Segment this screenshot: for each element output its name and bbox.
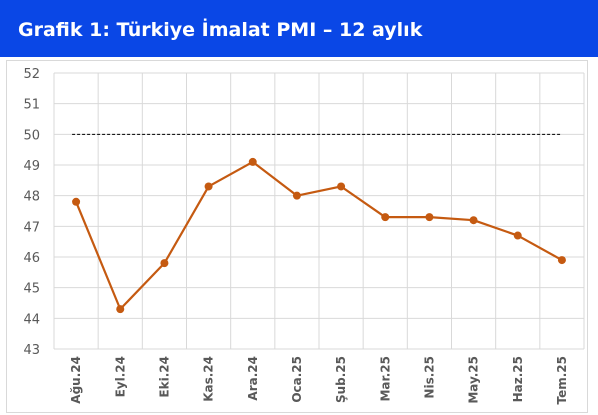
data-point bbox=[513, 231, 522, 240]
y-tick-label: 49 bbox=[23, 159, 40, 174]
data-point bbox=[337, 182, 346, 191]
data-point bbox=[160, 259, 169, 268]
x-tick-label: Nis.25 bbox=[422, 356, 436, 399]
x-tick-label: Eyl.24 bbox=[113, 356, 127, 397]
x-tick-label: Ağu.24 bbox=[69, 356, 83, 404]
data-point bbox=[381, 213, 390, 222]
data-point bbox=[292, 191, 301, 200]
data-point bbox=[116, 305, 125, 314]
x-tick-label: Kas.24 bbox=[202, 356, 216, 402]
y-tick-label: 52 bbox=[23, 67, 40, 82]
data-point bbox=[425, 213, 434, 222]
y-tick-label: 51 bbox=[23, 98, 40, 113]
x-tick-label: Ara.24 bbox=[246, 356, 260, 401]
x-tick-label: Haz.25 bbox=[511, 356, 525, 402]
y-tick-label: 46 bbox=[23, 251, 40, 266]
x-tick-label: Oca.25 bbox=[290, 356, 304, 403]
data-point bbox=[469, 216, 478, 225]
data-point bbox=[557, 256, 566, 265]
y-tick-label: 48 bbox=[23, 190, 40, 205]
data-point bbox=[72, 197, 81, 206]
x-tick-label: Tem.25 bbox=[555, 356, 569, 405]
x-tick-label: Eki.24 bbox=[157, 356, 171, 398]
series-line bbox=[75, 160, 563, 311]
y-tick-label: 50 bbox=[23, 128, 40, 143]
chart-header: Grafik 1: Türkiye İmalat PMI – 12 aylık bbox=[0, 0, 598, 57]
data-point bbox=[204, 182, 213, 191]
data-point bbox=[248, 157, 257, 166]
y-tick-label: 43 bbox=[23, 343, 40, 358]
y-tick-label: 44 bbox=[23, 312, 40, 327]
x-tick-label: Mar.25 bbox=[378, 356, 392, 402]
chart-title: Grafik 1: Türkiye İmalat PMI – 12 aylık bbox=[18, 19, 423, 41]
y-tick-label: 47 bbox=[23, 220, 40, 235]
chart-frame bbox=[6, 60, 588, 413]
y-tick-label: 45 bbox=[23, 282, 40, 297]
x-tick-label: May.25 bbox=[467, 356, 481, 404]
x-tick-label: Şub.25 bbox=[334, 356, 348, 403]
